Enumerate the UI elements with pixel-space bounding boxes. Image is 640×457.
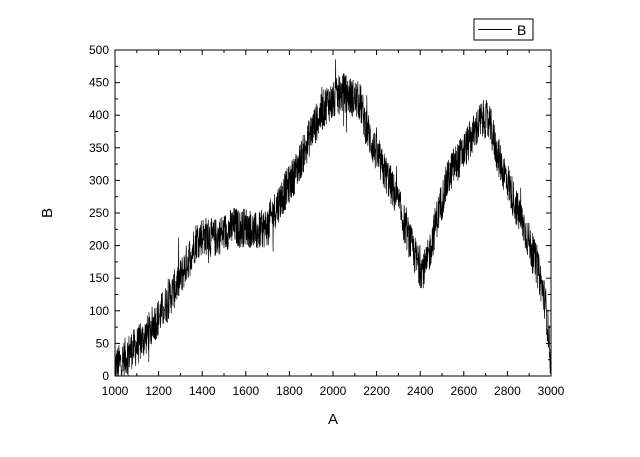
y-axis-title: B <box>39 208 56 218</box>
y-tick-label: 100 <box>89 304 109 318</box>
y-tick-label: 150 <box>89 271 109 285</box>
x-tick-label: 2600 <box>450 384 477 398</box>
y-tick-label: 300 <box>89 173 109 187</box>
x-tick-label: 2400 <box>407 384 434 398</box>
legend-label: B <box>517 22 526 38</box>
x-tick-label: 3000 <box>538 384 565 398</box>
tick-labels: 1000 1200 1400 1600 1800 2000 2200 2400 2600 2800… <box>89 43 565 398</box>
y-tick-label: 50 <box>96 336 110 350</box>
x-tick-label: 2800 <box>494 384 521 398</box>
y-tick-label: 200 <box>89 239 109 253</box>
x-axis-title: A <box>328 411 338 428</box>
legend: B <box>473 18 534 41</box>
series-line-B <box>114 59 552 377</box>
y-tick-label: 400 <box>89 108 109 122</box>
y-tick-label: 0 <box>102 369 109 383</box>
y-tick-label: 450 <box>89 76 109 90</box>
series-group <box>114 59 552 377</box>
x-tick-label: 1600 <box>232 384 259 398</box>
y-tick-label: 250 <box>89 206 109 220</box>
x-tick-label: 1400 <box>189 384 216 398</box>
axes <box>114 49 552 377</box>
x-tick-label: 1000 <box>102 384 129 398</box>
x-tick-label: 1800 <box>276 384 303 398</box>
y-tick-label: 500 <box>89 43 109 57</box>
x-tick-label: 1200 <box>145 384 172 398</box>
y-tick-label: 350 <box>89 141 109 155</box>
x-tick-label: 2200 <box>363 384 390 398</box>
x-tick-label: 2000 <box>320 384 347 398</box>
